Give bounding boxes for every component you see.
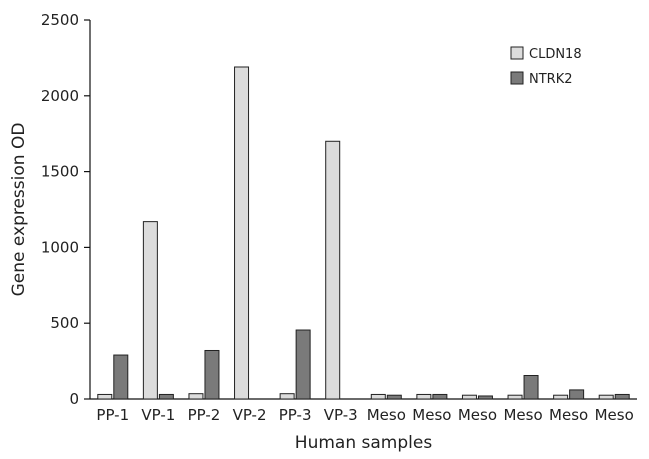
x-tick-label: Meso: [549, 406, 588, 424]
bar-cldn18: [553, 394, 569, 400]
x-axis: PP-1 VP-1 PP-2 VP-2 PP-3 VP-3 Meso Meso Meso Meso…: [90, 398, 637, 424]
bar-cldn18: [461, 394, 477, 400]
legend-label: CLDN18: [529, 47, 582, 62]
bar-ntrk2: [158, 393, 174, 400]
bar-ntrk2: [523, 375, 539, 400]
bars: [97, 66, 630, 400]
bar-cldn18: [416, 393, 432, 400]
x-tick-label: Meso: [367, 406, 406, 424]
bar-cldn18: [370, 393, 386, 400]
x-tick-label: Meso: [595, 406, 634, 424]
bar-cldn18: [97, 393, 113, 400]
bar-ntrk2: [614, 393, 630, 400]
bar-ntrk2: [113, 354, 129, 400]
y-axis: 0 500 1000 1500 2000 2500: [41, 11, 91, 408]
bar-cldn18: [188, 393, 204, 400]
bar-ntrk2: [432, 393, 448, 400]
x-tick-label: Meso: [458, 406, 497, 424]
bar-cldn18: [325, 140, 341, 400]
bar-cldn18: [142, 221, 158, 400]
y-tick-label: 1000: [41, 238, 79, 256]
y-tick-label: 500: [50, 314, 79, 332]
legend-swatch: [510, 71, 524, 85]
x-tick-label: VP-3: [324, 406, 358, 424]
y-tick-label: 2500: [41, 11, 79, 29]
bar-cldn18: [598, 394, 614, 400]
x-tick-label: VP-1: [141, 406, 175, 424]
legend: CLDN18 NTRK2: [510, 46, 582, 87]
x-tick-label: Meso: [412, 406, 451, 424]
y-tick-label: 1500: [41, 163, 79, 181]
bar-ntrk2: [477, 395, 493, 400]
bar-ntrk2: [569, 389, 585, 400]
legend-label: NTRK2: [529, 72, 573, 87]
bar-ntrk2: [295, 329, 311, 400]
y-tick-label: 0: [69, 390, 79, 408]
x-tick-label: Meso: [503, 406, 542, 424]
x-axis-title: Human samples: [295, 433, 433, 453]
y-tick-label: 2000: [41, 87, 79, 105]
legend-swatch: [510, 46, 524, 60]
bar-cldn18: [279, 393, 295, 400]
x-tick-label: PP-2: [188, 406, 221, 424]
bar-cldn18: [234, 66, 250, 400]
x-tick-label: PP-3: [279, 406, 312, 424]
bar-cldn18: [507, 394, 523, 400]
bar-ntrk2: [204, 349, 220, 400]
bar-ntrk2: [386, 394, 402, 400]
y-axis-title: Gene expression OD: [9, 123, 29, 297]
x-tick-label: PP-1: [96, 406, 129, 424]
x-tick-label: VP-2: [233, 406, 267, 424]
